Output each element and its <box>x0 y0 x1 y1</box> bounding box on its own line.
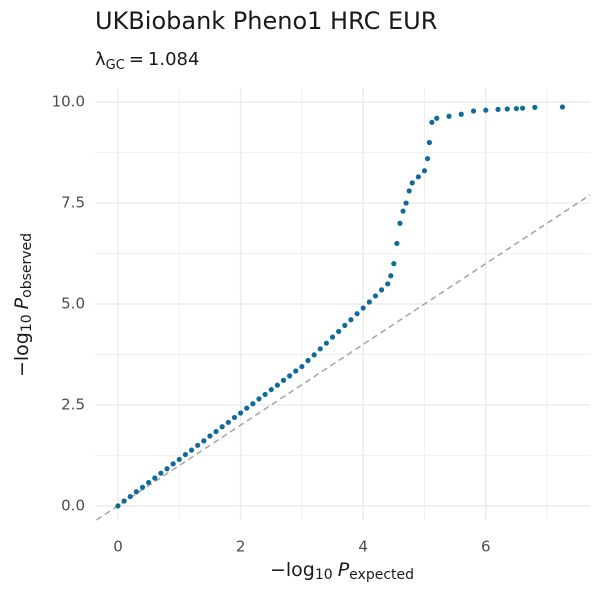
point <box>195 442 201 448</box>
point <box>385 281 391 287</box>
point <box>293 368 299 374</box>
point <box>504 106 510 112</box>
point <box>470 108 477 114</box>
point <box>287 373 293 379</box>
subtitle-symbol: λ <box>95 49 106 70</box>
point <box>256 396 262 402</box>
x-label-subscript: expected <box>349 567 414 583</box>
point <box>421 168 428 174</box>
point <box>513 105 520 112</box>
point <box>429 119 435 125</box>
point <box>280 377 287 383</box>
y-label-subscript: observed <box>19 233 35 298</box>
point <box>250 401 256 407</box>
point <box>133 489 139 495</box>
point <box>225 419 231 425</box>
point <box>311 352 317 358</box>
point <box>409 180 415 186</box>
subtitle-operator: = <box>129 49 144 70</box>
point <box>495 106 501 112</box>
point <box>342 322 348 328</box>
y-label-text: −log <box>11 332 33 377</box>
y-label-variable: P <box>11 297 33 309</box>
point <box>434 115 440 121</box>
point <box>139 484 146 490</box>
point <box>262 391 268 398</box>
point <box>394 240 400 247</box>
point <box>388 273 394 279</box>
point <box>268 386 274 393</box>
x-tick-label: 6 <box>481 538 491 556</box>
point <box>170 461 176 467</box>
point <box>176 456 182 463</box>
x-label-text: −log <box>270 559 315 581</box>
point <box>348 317 354 323</box>
x-tick-label: 2 <box>236 538 246 556</box>
point <box>424 156 431 162</box>
point <box>519 105 526 111</box>
point <box>182 451 189 458</box>
point <box>336 328 342 335</box>
point <box>219 424 225 430</box>
y-tick-label: 2.5 <box>61 395 85 413</box>
point <box>201 438 207 444</box>
point <box>188 447 195 453</box>
point <box>274 382 280 388</box>
y-tick-label: 0.0 <box>61 496 85 514</box>
point <box>415 174 421 180</box>
x-label-variable: P <box>338 559 350 581</box>
point <box>403 200 409 206</box>
point <box>317 346 323 352</box>
point <box>329 334 336 340</box>
x-axis-label: −log10 Pexpected <box>270 559 414 584</box>
point <box>354 311 360 317</box>
y-tick-label: 5.0 <box>61 295 85 313</box>
y-axis-label: −log10 Pobserved <box>11 233 36 377</box>
point <box>121 498 127 504</box>
point <box>207 433 213 439</box>
point <box>299 363 305 370</box>
point <box>378 287 385 293</box>
point <box>231 414 238 421</box>
chart-title: UKBiobank Pheno1 HRC EUR <box>95 7 437 35</box>
point <box>158 470 164 476</box>
point <box>406 188 412 194</box>
point <box>305 357 311 364</box>
x-tick-label: 4 <box>358 538 368 556</box>
x-tick-label: 0 <box>113 538 123 556</box>
point <box>426 139 432 146</box>
point <box>115 503 121 509</box>
point <box>244 405 250 411</box>
chart-subtitle: λGC = 1.084 <box>95 49 199 73</box>
y-tick-label: 7.5 <box>61 194 85 212</box>
point <box>366 299 372 305</box>
point <box>237 410 244 416</box>
point <box>360 305 366 311</box>
point <box>446 113 452 119</box>
x-label-base: 10 <box>315 567 333 583</box>
reference-line <box>96 194 591 521</box>
point <box>152 475 158 481</box>
point <box>146 479 152 486</box>
point <box>458 111 464 117</box>
point <box>559 104 566 110</box>
point <box>213 428 219 435</box>
point <box>483 107 489 113</box>
subtitle-subscript: GC <box>106 58 125 73</box>
y-label-base: 10 <box>19 314 35 332</box>
y-tick-label: 10.0 <box>52 93 85 111</box>
point <box>127 493 133 500</box>
point <box>397 220 403 226</box>
point <box>391 261 397 267</box>
subtitle-value: 1.084 <box>148 49 200 70</box>
point <box>372 293 379 299</box>
point <box>164 466 170 472</box>
point <box>323 340 330 346</box>
point <box>400 208 406 214</box>
point <box>532 104 538 110</box>
